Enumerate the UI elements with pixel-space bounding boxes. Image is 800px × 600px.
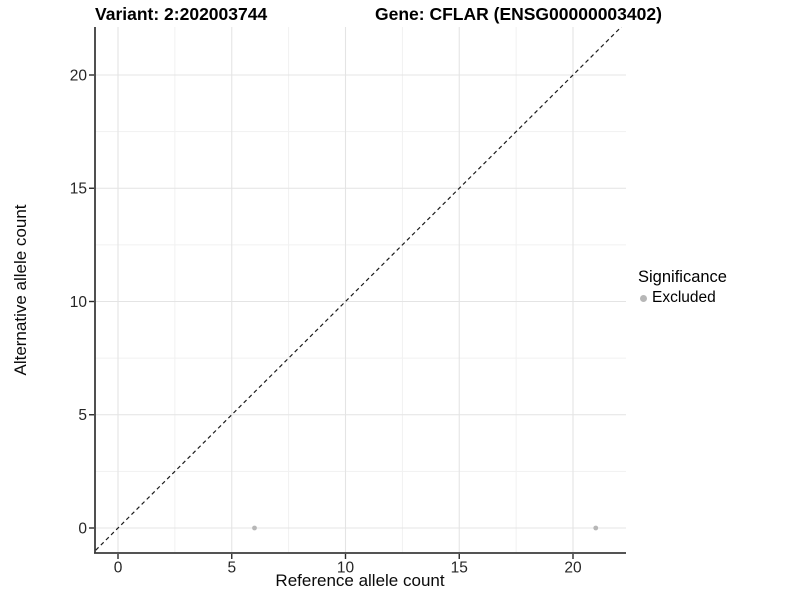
x-tick-label: 0 xyxy=(114,560,123,577)
y-tick-label: 10 xyxy=(70,294,88,311)
y-axis-title: Alternative allele count xyxy=(11,204,30,376)
x-axis-title: Reference allele count xyxy=(275,571,445,590)
excluded-point-icon xyxy=(640,294,647,302)
y-tick-label: 0 xyxy=(78,520,87,537)
y-tick-label: 15 xyxy=(70,181,87,198)
x-tick-label: 15 xyxy=(451,560,468,577)
y-tick-label: 5 xyxy=(78,407,87,424)
plot-title-variant: Variant: 2:202003744 xyxy=(95,4,268,24)
legend: Significance Excluded xyxy=(638,268,727,307)
x-tick-label: 5 xyxy=(227,560,236,577)
y-tick-label: 20 xyxy=(70,67,88,84)
identity-line xyxy=(95,27,623,552)
x-tick-label: 20 xyxy=(564,560,582,577)
legend-title: Significance xyxy=(638,268,727,286)
data-point xyxy=(252,525,257,531)
plot-title-gene: Gene: CFLAR (ENSG00000003402) xyxy=(375,4,662,24)
legend-item-label: Excluded xyxy=(652,289,716,306)
legend-item-excluded: Excluded xyxy=(638,289,727,307)
data-point xyxy=(593,525,599,531)
x-tick-label: 10 xyxy=(337,560,355,577)
